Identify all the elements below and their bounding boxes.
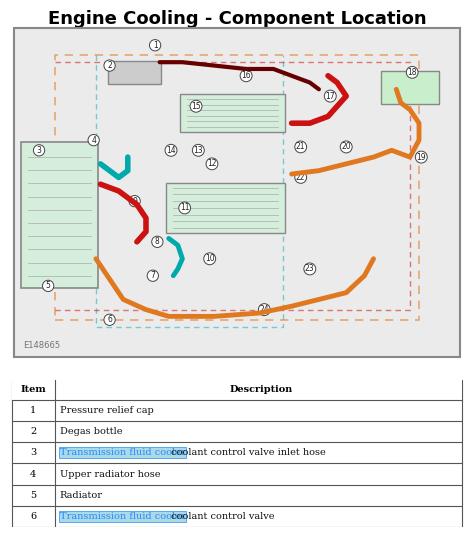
Text: 6: 6 [107,315,112,324]
FancyBboxPatch shape [21,142,98,288]
FancyBboxPatch shape [108,61,161,83]
Text: 22: 22 [296,173,305,182]
Text: 4: 4 [91,136,96,145]
Text: Description: Description [229,385,292,394]
Text: 15: 15 [191,102,201,111]
FancyBboxPatch shape [166,182,285,233]
Text: Item: Item [20,385,46,394]
FancyBboxPatch shape [14,29,460,357]
Text: 3: 3 [30,448,36,457]
Text: Pressure relief cap: Pressure relief cap [60,406,153,415]
Text: 17: 17 [326,91,335,101]
Text: 20: 20 [341,143,351,151]
Bar [12,380,462,400]
Text: 18: 18 [408,68,417,77]
Text: 12: 12 [207,159,217,168]
Text: Degas bottle: Degas bottle [60,427,122,436]
Text: 1: 1 [153,41,157,49]
Text: Transmission fluid cooler: Transmission fluid cooler [60,512,185,521]
Text: 9: 9 [132,197,137,206]
FancyBboxPatch shape [381,72,438,104]
Text: 11: 11 [180,203,190,213]
Text: 4: 4 [30,470,36,478]
Text: 14: 14 [166,146,176,155]
Text: 3: 3 [36,146,42,155]
Text: 23: 23 [305,265,315,273]
Text: Upper radiator hose: Upper radiator hose [60,470,160,478]
Text: 8: 8 [155,237,160,246]
Text: 13: 13 [193,146,203,155]
Text: Radiator: Radiator [60,491,102,500]
Text: 5: 5 [46,281,51,291]
Text: Transmission fluid cooler: Transmission fluid cooler [60,448,185,457]
Text: 7: 7 [150,271,155,280]
Text: 5: 5 [30,491,36,500]
Text: 1: 1 [30,406,36,415]
Text: 19: 19 [417,153,426,161]
Text: E148665: E148665 [23,341,60,350]
FancyBboxPatch shape [180,94,285,132]
Text: coolant control valve: coolant control valve [168,512,274,521]
Text: 6: 6 [30,512,36,521]
Text: Engine Cooling - Component Location: Engine Cooling - Component Location [48,10,426,28]
Text: 21: 21 [296,143,305,151]
Text: 2: 2 [30,427,36,436]
Text: 10: 10 [205,254,215,263]
Text: 2: 2 [107,61,112,70]
Text: 24: 24 [259,305,269,314]
Text: coolant control valve inlet hose: coolant control valve inlet hose [168,448,325,457]
Text: 16: 16 [241,71,251,80]
